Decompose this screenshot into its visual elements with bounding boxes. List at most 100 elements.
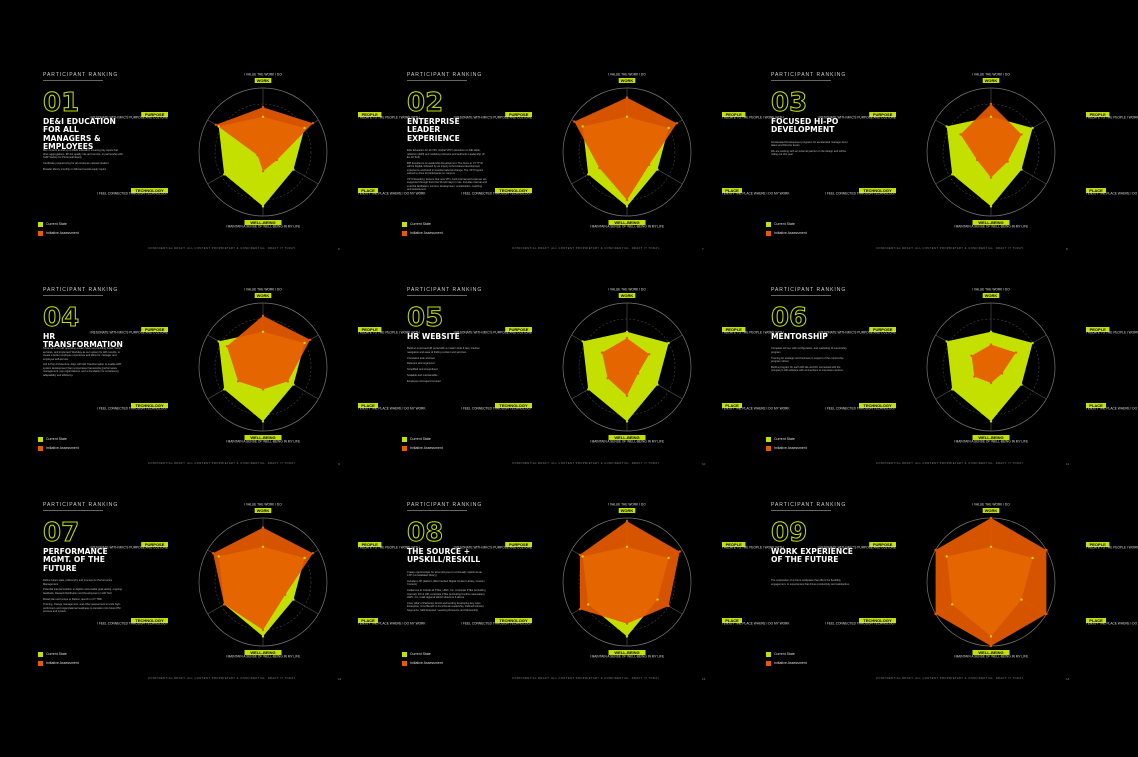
- description-paragraph: Potential internal solution to digitize …: [43, 588, 122, 595]
- axis-header-text: PLACE: [725, 188, 739, 193]
- description-paragraph: The exploration of a future workplace th…: [771, 579, 850, 586]
- axis-sublabel: I RESONATE WITH MKC'S PURPOSE AND CULTUR…: [818, 116, 896, 120]
- axis-sublabel: I ENJOY THE PLACE WHERE I DO MY WORK: [358, 622, 426, 626]
- series-initiative-assessment: [227, 315, 311, 390]
- axis-header-text: PLACE: [361, 188, 375, 193]
- point-current-state: [587, 603, 590, 606]
- axis-sublabel: I RESONATE WITH MKC'S PURPOSE AND CULTUR…: [818, 331, 896, 335]
- point-initiative-assessment: [959, 133, 962, 136]
- kicker-divider: [771, 295, 831, 296]
- point-initiative-assessment: [308, 338, 312, 341]
- point-initiative-assessment: [989, 102, 993, 106]
- axis-header-badge: [495, 188, 532, 193]
- axis-header-badge: [1086, 618, 1106, 623]
- point-current-state: [292, 168, 295, 171]
- description-paragraph: Employee and agent focused: [407, 379, 441, 383]
- page-footer: CONFIDENTIAL DRAFT. ALL CONTENT PROPRIET…: [876, 247, 1025, 250]
- axis-sublabel: I ENJOY THE PLACE WHERE I DO MY WORK: [722, 407, 790, 411]
- axis-header-badge: [131, 188, 168, 193]
- description-paragraph: We are working with an external partner …: [771, 150, 847, 157]
- point-initiative-assessment: [989, 176, 993, 179]
- axis-sublabel: I MAINTAIN A SENSE OF WELL-BEING IN MY L…: [590, 440, 664, 444]
- axis-sublabel: I VALUE THE WORK I DO: [244, 288, 282, 292]
- axis-header-badge: [244, 650, 282, 655]
- axis-header-text: PLACE: [361, 618, 375, 623]
- page-number: 12: [338, 677, 342, 681]
- legend-swatch-initiative: [402, 446, 407, 451]
- point-current-state: [1031, 556, 1034, 560]
- point-current-state: [625, 635, 629, 638]
- point-current-state: [581, 125, 584, 128]
- initiative-description: Accelerated Development programs for acc…: [771, 141, 851, 159]
- point-initiative-assessment: [256, 154, 259, 157]
- initiative-number: 08: [406, 518, 444, 548]
- axis-header-text: PLACE: [1089, 618, 1103, 623]
- point-current-state: [581, 555, 584, 558]
- axis-sublabel: I MAINTAIN A SENSE OF WELL-BEING IN MY L…: [954, 440, 1028, 444]
- series-initiative-assessment: [213, 527, 313, 630]
- point-initiative-assessment: [261, 170, 265, 173]
- slide-panel: PARTICIPANT RANKING 07 PERFORMANCE MGMT. O…: [38, 502, 426, 702]
- initiative-description: Complete roll out, with configuration, a…: [771, 347, 851, 375]
- axis-header-badge: [618, 508, 636, 513]
- axis-header-badge: [358, 188, 378, 193]
- axis-sublabel: I RELATE TO THE PEOPLE I WORK WITH: [722, 116, 784, 120]
- axis-sublabel: I RESONATE WITH MKC'S PURPOSE AND CULTUR…: [90, 331, 168, 335]
- point-initiative-assessment: [1045, 612, 1048, 616]
- point-initiative-assessment: [225, 345, 229, 348]
- axis-sublabel: I RESONATE WITH MKC'S PURPOSE AND CULTUR…: [818, 546, 896, 550]
- axis-header-badge: [254, 293, 272, 298]
- axis-header-text: WORK: [985, 508, 998, 513]
- axis-header-text: WELL-BEING: [250, 220, 275, 225]
- initiative-number: 03: [770, 88, 808, 118]
- axis-header-text: WELL-BEING: [614, 220, 639, 225]
- section-kicker: PARTICIPANT RANKING: [407, 502, 483, 508]
- axis-sublabel: I ENJOY THE PLACE WHERE I DO MY WORK: [722, 622, 790, 626]
- legend-label-initiative: Initiative Assessment: [46, 661, 79, 665]
- slide-panel: PARTICIPANT RANKING 09 WORK EXPERIENCE OF …: [766, 502, 1138, 702]
- point-initiative-assessment: [625, 394, 629, 397]
- point-current-state: [1020, 598, 1023, 601]
- description-paragraph: Simplified and streamlined: [407, 368, 438, 372]
- point-current-state: [667, 556, 670, 560]
- axis-header-text: PURPOSE: [873, 112, 893, 117]
- slide-panel: PARTICIPANT RANKING 02 ENTERPRISE LEADER E…: [402, 72, 790, 272]
- point-current-state: [1020, 383, 1023, 386]
- axis-sublabel: I ENJOY THE PLACE WHERE I DO MY WORK: [722, 192, 790, 196]
- point-current-state: [989, 205, 993, 208]
- section-kicker: PARTICIPANT RANKING: [407, 287, 483, 293]
- point-initiative-assessment: [283, 593, 287, 596]
- point-current-state: [656, 168, 659, 171]
- legend-label-initiative: Initiative Assessment: [46, 231, 79, 235]
- kicker-divider: [43, 80, 103, 81]
- point-current-state: [625, 330, 629, 333]
- point-initiative-assessment: [675, 122, 679, 125]
- axis-header-text: PURPOSE: [873, 542, 893, 547]
- axis-header-text: PURPOSE: [145, 112, 165, 117]
- initiative-description: Create opportunities for all employees t…: [407, 571, 487, 615]
- axis-header-text: PLACE: [725, 618, 739, 623]
- page-number: 8: [1066, 247, 1068, 251]
- legend-swatch-current: [38, 652, 43, 657]
- axis-header-badge: [254, 508, 272, 513]
- point-initiative-assessment: [261, 526, 265, 529]
- axis-sublabel: I FEEL CONNECTED THROUGH TECHNOLOGY: [825, 622, 897, 626]
